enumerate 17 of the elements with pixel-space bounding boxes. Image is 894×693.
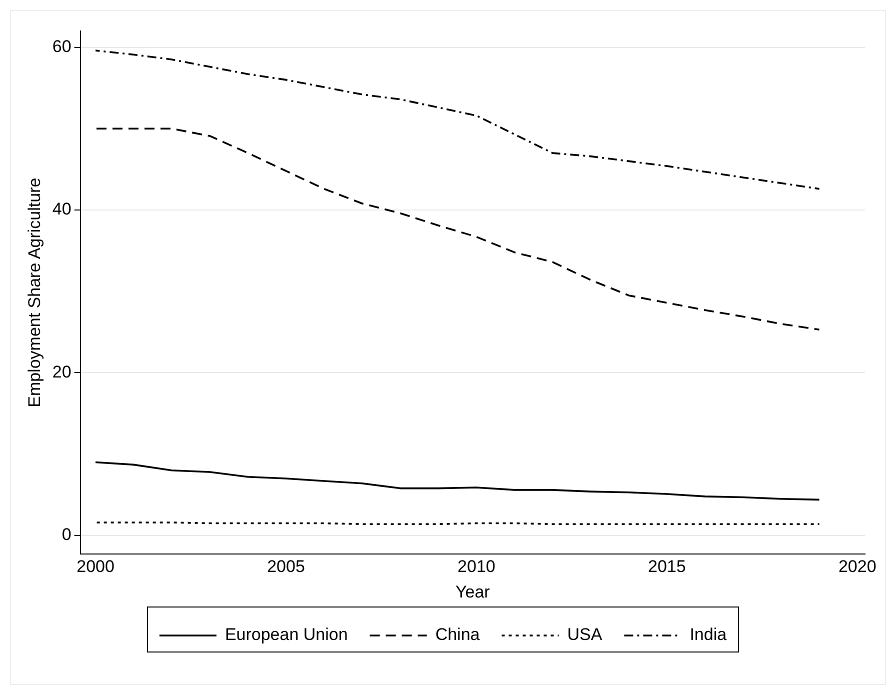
legend-label: China xyxy=(435,625,480,644)
y-tick-label: 40 xyxy=(52,200,72,219)
y-axis-title: Employment Share Agriculture xyxy=(24,178,44,408)
y-tick-label: 20 xyxy=(52,362,72,382)
x-tick-label: 2000 xyxy=(76,557,114,576)
x-tick-label: 2005 xyxy=(267,557,305,576)
legend-label: India xyxy=(690,625,728,644)
x-tick-label: 2010 xyxy=(458,557,496,576)
legend-label: USA xyxy=(567,625,603,644)
line-series xyxy=(94,50,820,190)
line-series xyxy=(94,128,820,331)
y-tick-label: 0 xyxy=(62,525,72,544)
x-tick-label: 2020 xyxy=(838,557,876,576)
legend-label: European Union xyxy=(224,625,348,644)
x-axis-title: Year xyxy=(455,582,490,602)
x-tick-label: 2015 xyxy=(648,557,686,576)
y-tick-label: 60 xyxy=(52,36,72,56)
